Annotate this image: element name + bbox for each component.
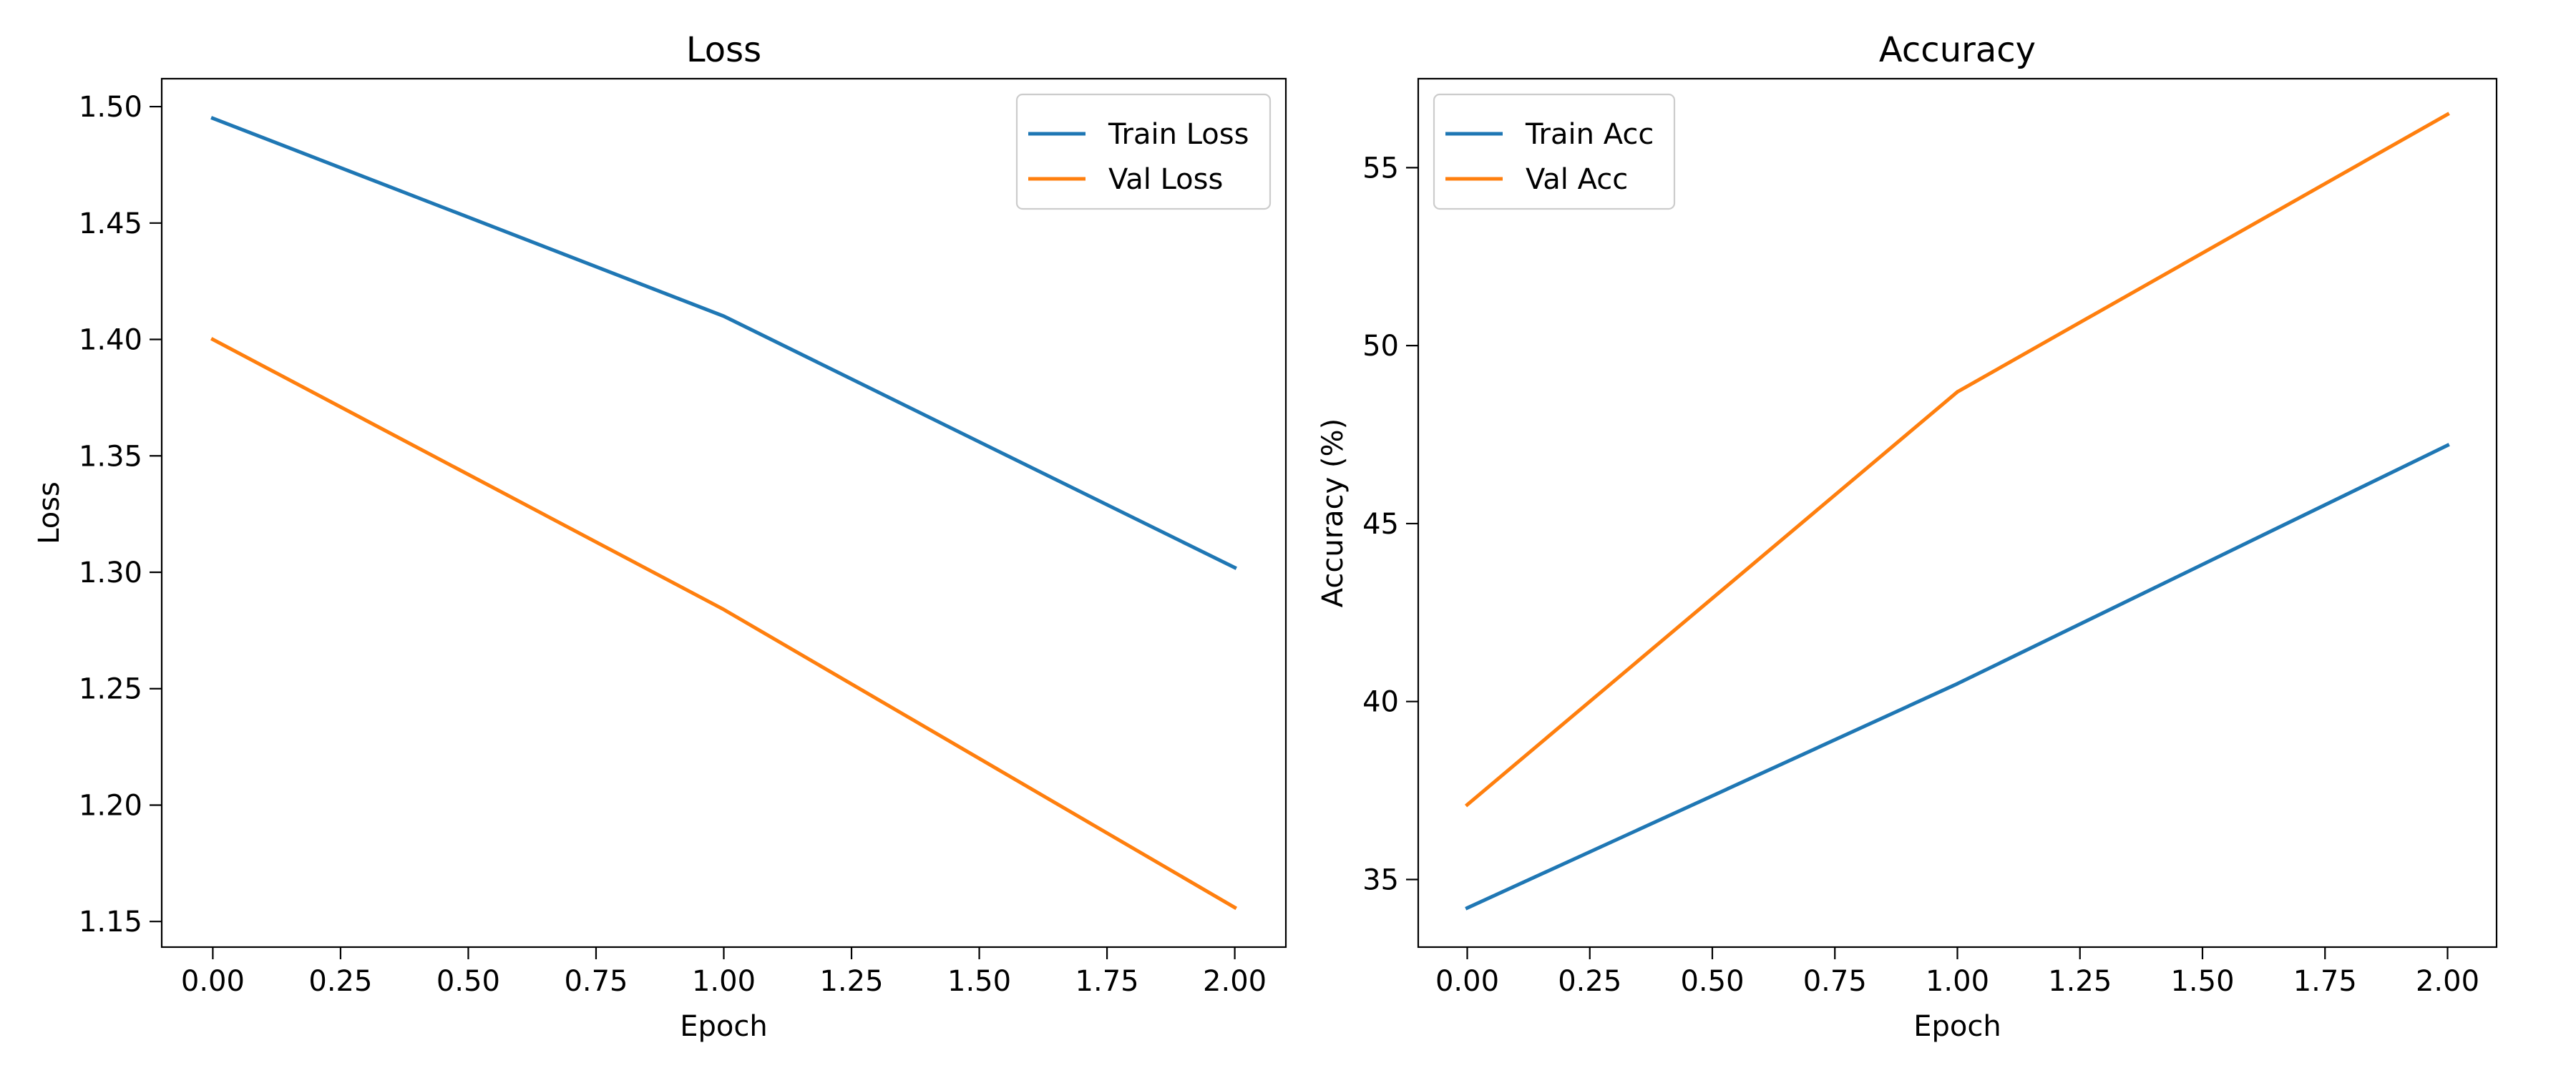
loss-x-axis-label: Epoch (680, 1010, 767, 1043)
accuracy-y-tick-label: 55 (1362, 152, 1399, 185)
accuracy-y-tick-label: 50 (1362, 330, 1399, 363)
loss-chart-title: Loss (686, 30, 761, 70)
accuracy-series-line-train-acc (1465, 443, 2450, 911)
loss-x-tick-label: 1.25 (819, 965, 883, 998)
loss-x-tick-label: 0.50 (436, 965, 500, 998)
loss-y-tick-label: 1.15 (79, 906, 142, 939)
loss-series-line-val-loss (210, 337, 1238, 911)
loss-y-tick-label: 1.20 (79, 789, 142, 822)
accuracy-x-tick-label: 0.00 (1435, 965, 1499, 998)
accuracy-x-tick-label: 1.00 (1926, 965, 1989, 998)
loss-x-tick-label: 0.25 (308, 965, 372, 998)
loss-y-tick-label: 1.40 (79, 324, 142, 357)
loss-panel: Loss 0.00 0.25 0.50 0.75 1.00 1.25 1.50 1.75 2.00… (33, 30, 1287, 1043)
loss-x-tick-label: 2.00 (1203, 965, 1267, 998)
accuracy-y-tick-label: 35 (1362, 863, 1399, 896)
accuracy-chart-title: Accuracy (1879, 30, 2036, 70)
loss-x-tick-label: 0.75 (564, 965, 628, 998)
accuracy-x-tick-label: 1.25 (2048, 965, 2112, 998)
accuracy-legend: Train Acc Val Acc (1433, 93, 1676, 210)
loss-series-line-train-loss (210, 116, 1237, 570)
loss-legend: Train Loss Val Loss (1015, 93, 1272, 210)
accuracy-legend-label: Train Acc (1525, 118, 1654, 151)
loss-y-tick-label: 1.50 (79, 91, 142, 124)
accuracy-y-tick-label: 45 (1362, 508, 1399, 541)
accuracy-y-tick-label: 40 (1362, 686, 1399, 719)
loss-x-tick-label: 1.00 (692, 965, 756, 998)
accuracy-x-axis-label: Epoch (1913, 1010, 2001, 1043)
accuracy-x-tick-label: 0.25 (1558, 965, 1621, 998)
loss-plot-frame (160, 77, 1287, 949)
loss-x-tick-label: 1.75 (1075, 965, 1139, 998)
accuracy-x-tick-label: 0.50 (1680, 965, 1744, 998)
loss-legend-label: Val Loss (1108, 163, 1223, 196)
loss-y-axis-label: Loss (33, 481, 66, 544)
accuracy-x-tick-label: 1.75 (2293, 965, 2357, 998)
accuracy-x-tick-label: 2.00 (2416, 965, 2479, 998)
loss-y-tick-label: 1.35 (79, 440, 142, 473)
accuracy-y-axis-label: Accuracy (%) (1317, 418, 1350, 608)
loss-x-tick-label: 1.50 (947, 965, 1011, 998)
loss-legend-label: Train Loss (1108, 118, 1249, 151)
accuracy-series-line-val-acc (1464, 112, 2450, 808)
loss-x-tick-label: 0.00 (181, 965, 245, 998)
accuracy-plot-frame (1417, 77, 2498, 949)
loss-y-tick-label: 1.45 (79, 207, 142, 240)
accuracy-x-tick-label: 1.50 (2170, 965, 2234, 998)
accuracy-x-tick-label: 0.75 (1803, 965, 1867, 998)
loss-y-tick-label: 1.25 (79, 673, 142, 706)
loss-y-tick-label: 1.30 (79, 557, 142, 589)
accuracy-legend-label: Val Acc (1526, 163, 1628, 196)
accuracy-panel: Accuracy 0.00 0.25 0.50 0.75 1.00 1.25 1.50 1.75… (1317, 30, 2498, 1043)
